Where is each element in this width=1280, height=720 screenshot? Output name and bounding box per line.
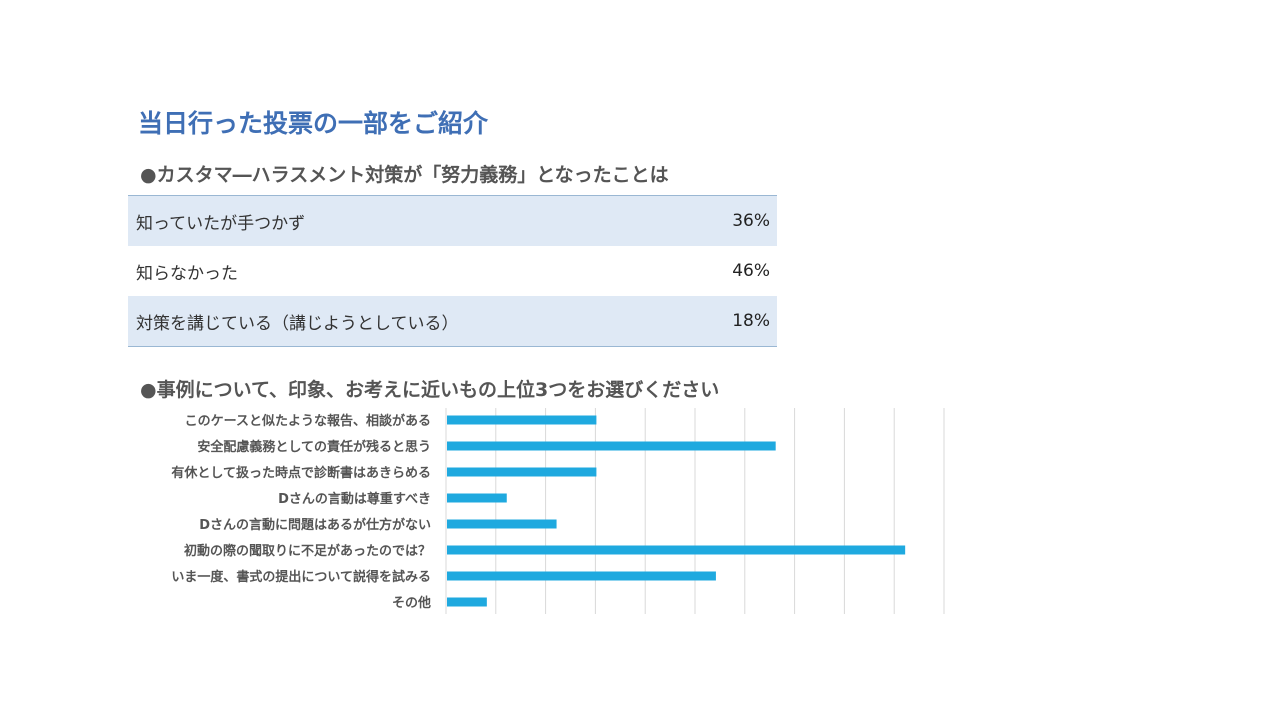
- table-row: 対策を講じている（講じようとしている） 18%: [128, 296, 777, 346]
- row-value: 36%: [732, 211, 770, 231]
- category-label: 有休として扱った時点で診断書はあきらめる: [171, 465, 431, 481]
- category-label: このケースと似たような報告、相談がある: [185, 413, 431, 429]
- result-table: 知っていたが手つかず 36% 知らなかった 46% 対策を講じている（講じようと…: [128, 195, 777, 347]
- section1-heading: ●カスタマ―ハラスメント対策が「努力義務」となったことは: [140, 164, 669, 186]
- category-label: いま一度、書式の提出について説得を試みる: [171, 569, 431, 585]
- bar: [447, 571, 716, 581]
- bar: [447, 519, 557, 529]
- category-label: Dさんの言動は尊重すべき: [278, 491, 431, 507]
- row-value: 18%: [732, 311, 770, 331]
- category-label: 安全配慮義務としての責任が残ると思う: [197, 439, 431, 455]
- table-row: 知らなかった 46%: [128, 246, 777, 296]
- category-label: その他: [392, 595, 431, 611]
- row-value: 46%: [732, 261, 770, 281]
- bar: [447, 467, 597, 477]
- table-row: 知っていたが手つかず 36%: [128, 196, 777, 246]
- row-label: 対策を講じている（講じようとしている）: [136, 313, 459, 334]
- bar: [447, 597, 487, 607]
- category-label: Dさんの言動に問題はあるが仕方がない: [199, 517, 431, 533]
- bar: [447, 441, 776, 451]
- page-title: 当日行った投票の一部をご紹介: [138, 109, 489, 138]
- row-label: 知っていたが手つかず: [136, 213, 306, 234]
- bar: [447, 493, 507, 503]
- bar: [447, 545, 906, 555]
- section2-heading: ●事例について、印象、お考えに近いもの上位3つをお選びください: [140, 379, 720, 401]
- bar: [447, 415, 597, 425]
- row-label: 知らなかった: [136, 263, 238, 284]
- category-label: 初動の際の聞取りに不足があったのでは？: [184, 543, 431, 559]
